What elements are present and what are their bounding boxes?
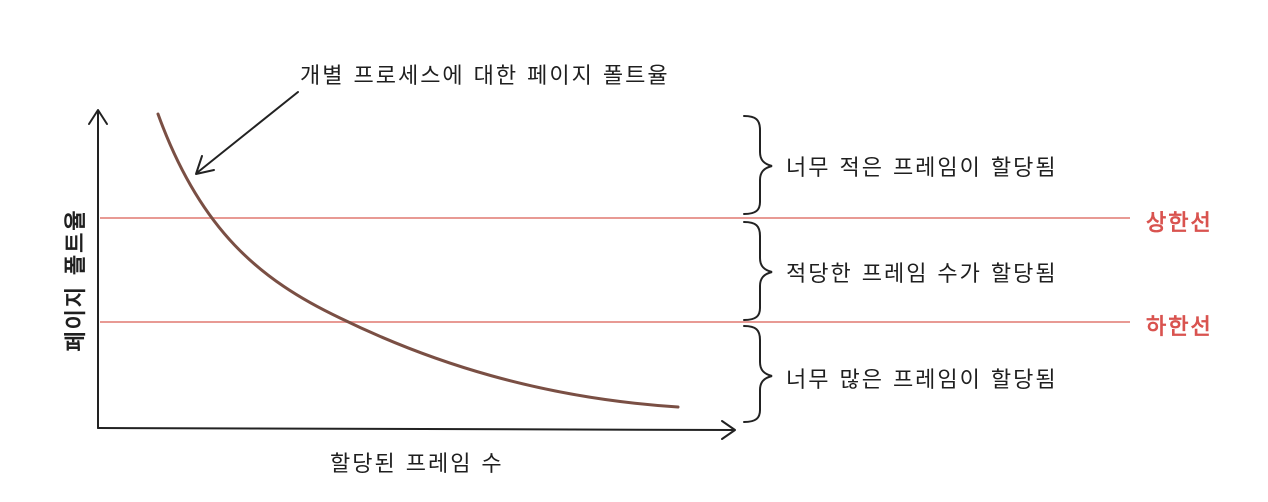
band-label-too-few: 너무 적은 프레임이 할당됨 — [786, 156, 1058, 181]
upper-threshold-label: 상한선 — [1146, 211, 1213, 236]
brace-bottom — [743, 325, 773, 423]
curve-annotation-label: 개별 프로세스에 대한 페이지 폴트율 — [300, 64, 670, 89]
band-label-adequate: 적당한 프레임 수가 할당됨 — [786, 262, 1058, 287]
pointer-arrowhead — [195, 155, 215, 175]
y-axis-label: 페이지 폴트율 — [64, 208, 89, 352]
x-axis — [97, 427, 735, 431]
x-axis-arrowhead — [721, 420, 736, 440]
y-axis-arrowhead — [88, 109, 108, 125]
lower-threshold-label: 하한선 — [1146, 315, 1213, 340]
pointer-arrow — [197, 91, 299, 173]
x-axis-label: 할당된 프레임 수 — [330, 452, 504, 477]
brace-middle — [743, 221, 773, 321]
page-fault-curve — [156, 112, 680, 409]
band-label-too-many: 너무 많은 프레임이 할당됨 — [786, 368, 1058, 393]
brace-top — [743, 115, 773, 215]
